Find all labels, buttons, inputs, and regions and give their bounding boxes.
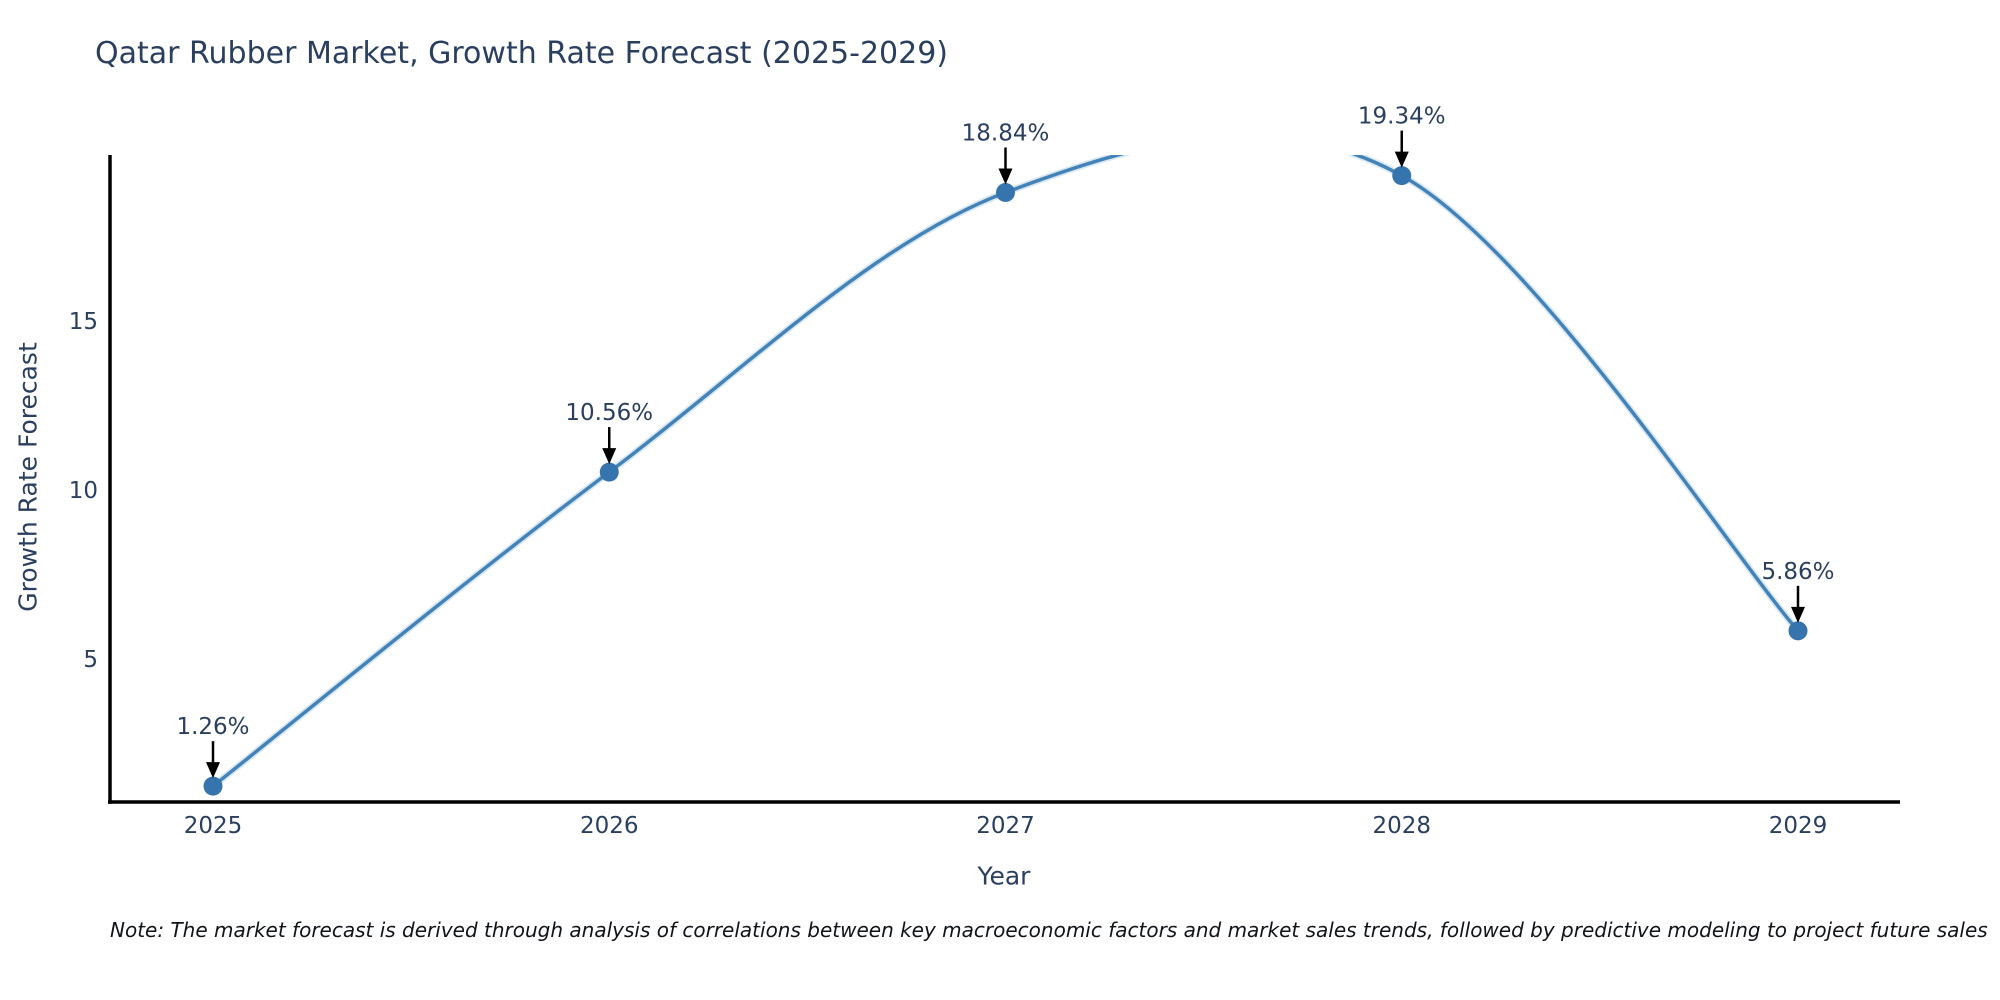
y-axis-title: Growth Rate Forecast — [13, 342, 43, 612]
annotation-arrow-head — [998, 168, 1013, 185]
data-point-marker — [1392, 166, 1412, 186]
x-tick-label: 2028 — [1372, 813, 1431, 839]
data-point-marker — [1788, 621, 1808, 641]
annotation-arrow-head — [1394, 151, 1409, 168]
y-tick-label: 5 — [83, 647, 98, 673]
x-axis-title: Year — [977, 861, 1031, 891]
annotation-arrow-head — [206, 762, 220, 779]
data-point-label: 19.34% — [1358, 104, 1446, 130]
data-point-marker — [599, 462, 619, 482]
annotation-arrow-head — [602, 448, 617, 465]
data-point-marker — [203, 776, 223, 796]
data-point-label: 1.26% — [176, 714, 249, 740]
x-tick-label: 2025 — [184, 813, 243, 839]
chart-title: Qatar Rubber Market, Growth Rate Forecas… — [95, 36, 948, 71]
data-point-label: 5.86% — [1761, 559, 1834, 585]
data-point-label: 10.56% — [565, 400, 653, 426]
series-line-halo — [210, 155, 1801, 789]
data-point-label: 18.84% — [962, 120, 1050, 146]
x-tick-label: 2026 — [580, 813, 639, 839]
x-tick-label: 2027 — [976, 813, 1035, 839]
chart-footnote: Note: The market forecast is derived thr… — [110, 918, 1988, 942]
annotation-arrow-head — [1791, 606, 1805, 623]
x-tick-label: 2029 — [1769, 813, 1828, 839]
data-point-marker — [996, 182, 1015, 202]
series-line — [211, 155, 1800, 788]
y-tick-label: 15 — [69, 309, 98, 335]
y-tick-label: 10 — [69, 478, 98, 504]
